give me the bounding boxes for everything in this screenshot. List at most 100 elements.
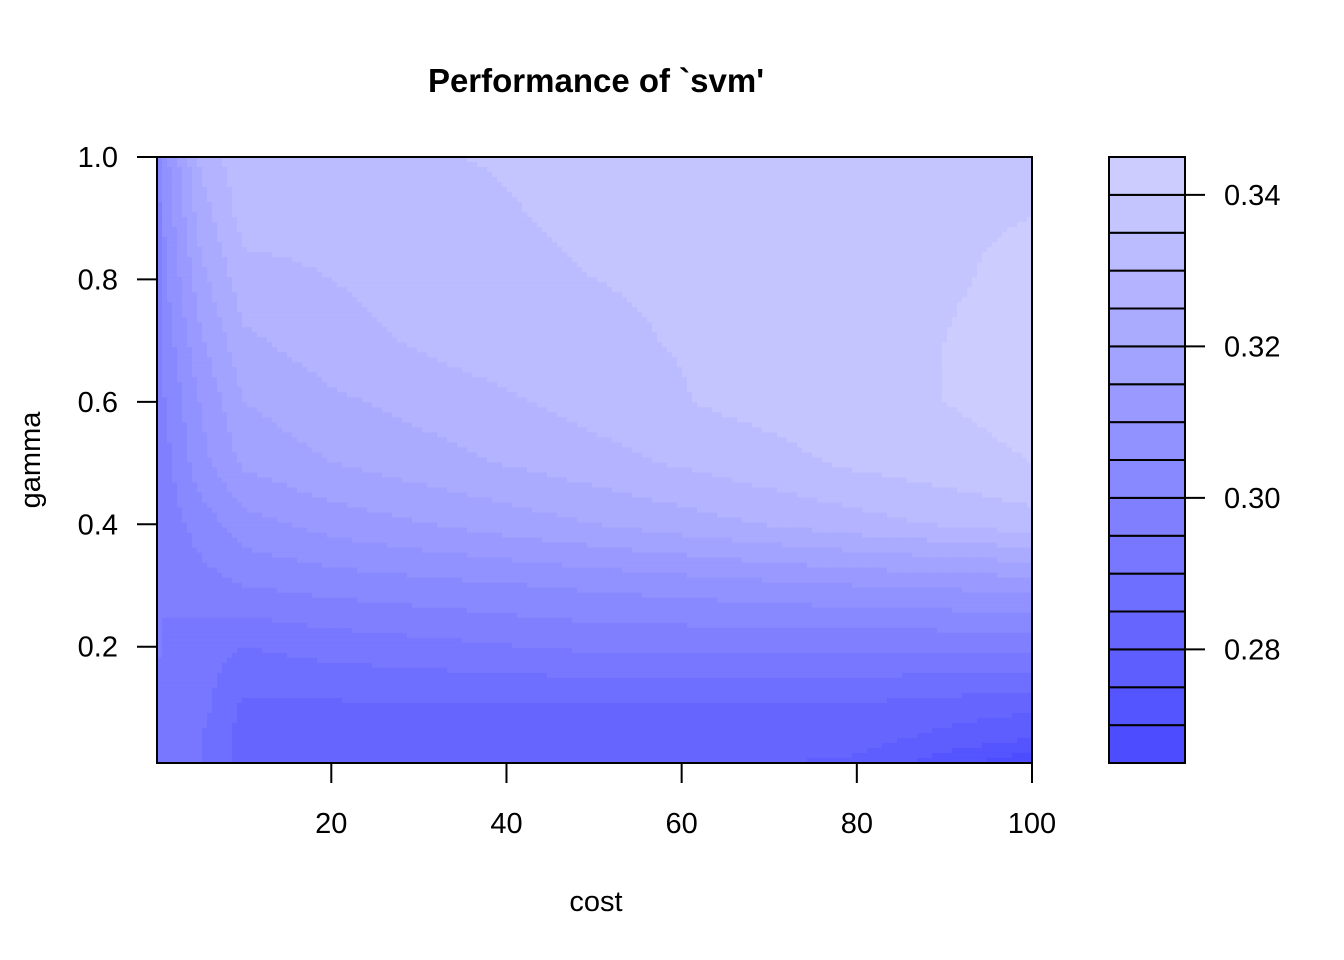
contour-cell	[477, 282, 483, 288]
contour-cell	[202, 182, 208, 188]
contour-cell	[252, 227, 258, 233]
contour-cell	[597, 272, 603, 278]
contour-cell	[452, 297, 458, 303]
contour-cell	[337, 237, 343, 243]
contour-cell	[522, 297, 528, 303]
contour-cell	[312, 292, 318, 298]
contour-cell	[1027, 237, 1033, 243]
contour-cell	[237, 207, 243, 213]
contour-cell	[207, 222, 213, 228]
contour-cell	[282, 217, 288, 223]
contour-cell	[397, 227, 403, 233]
contour-cell	[492, 262, 498, 268]
contour-cell	[907, 277, 913, 283]
contour-cell	[407, 167, 413, 173]
contour-cell	[612, 222, 618, 228]
contour-cell	[802, 277, 808, 283]
contour-cell	[342, 182, 348, 188]
contour-cell	[817, 217, 823, 223]
contour-cell	[877, 272, 883, 278]
contour-cell	[862, 257, 868, 263]
contour-cell	[292, 227, 298, 233]
contour-cell	[422, 187, 428, 193]
contour-cell	[687, 192, 693, 198]
contour-cell	[467, 197, 473, 203]
contour-cell	[602, 237, 608, 243]
contour-cell	[267, 192, 273, 198]
contour-cell	[352, 247, 358, 253]
contour-cell	[272, 287, 278, 293]
contour-cell	[297, 252, 303, 258]
contour-cell	[857, 242, 863, 248]
contour-cell	[777, 217, 783, 223]
contour-cell	[202, 282, 208, 288]
contour-cell	[587, 252, 593, 258]
contour-cell	[272, 232, 278, 238]
contour-cell	[672, 192, 678, 198]
contour-cell	[472, 232, 478, 238]
contour-cell	[1027, 292, 1033, 298]
contour-cell	[732, 182, 738, 188]
contour-cell	[497, 197, 503, 203]
contour-cell	[942, 207, 948, 213]
contour-cell	[327, 172, 333, 178]
contour-cell	[1027, 217, 1033, 223]
contour-cell	[692, 252, 698, 258]
contour-cell	[252, 187, 258, 193]
contour-cell	[157, 162, 163, 168]
contour-cell	[607, 162, 613, 168]
contour-cell	[157, 287, 163, 293]
contour-cell	[732, 262, 738, 268]
contour-cell	[1027, 162, 1033, 168]
contour-cell	[352, 182, 358, 188]
contour-cell	[1027, 232, 1033, 238]
contour-cell	[1027, 192, 1033, 198]
contour-cell	[802, 202, 808, 208]
contour-cell	[777, 222, 783, 228]
contour-cell	[657, 167, 663, 173]
contour-cell	[632, 192, 638, 198]
contour-cell	[822, 182, 828, 188]
contour-cell	[742, 192, 748, 198]
contour-cell	[217, 182, 223, 188]
contour-cell	[332, 212, 338, 218]
contour-cell	[857, 277, 863, 283]
contour-cell	[1012, 232, 1018, 238]
contour-cell	[627, 212, 633, 218]
contour-cell	[322, 217, 328, 223]
contour-cell	[902, 247, 908, 253]
contour-cell	[837, 202, 843, 208]
contour-cell	[817, 187, 823, 193]
contour-cell	[322, 252, 328, 258]
contour-cell	[567, 202, 573, 208]
contour-cell	[407, 267, 413, 273]
contour-cell	[577, 227, 583, 233]
contour-cell	[627, 292, 633, 298]
contour-cell	[772, 217, 778, 223]
contour-cell	[232, 237, 238, 243]
contour-cell	[602, 162, 608, 168]
contour-cell	[542, 277, 548, 283]
contour-cell	[487, 252, 493, 258]
contour-cell	[932, 217, 938, 223]
contour-cell	[807, 247, 813, 253]
contour-cell	[567, 287, 573, 293]
contour-cell	[762, 197, 768, 203]
contour-cell	[332, 272, 338, 278]
contour-cell	[812, 287, 818, 293]
contour-cell	[247, 242, 253, 248]
contour-cell	[992, 242, 998, 248]
contour-cell	[842, 237, 848, 243]
contour-cell	[207, 277, 213, 283]
contour-cell	[182, 247, 188, 253]
contour-cell	[432, 297, 438, 303]
contour-cell	[592, 162, 598, 168]
contour-cell	[947, 262, 953, 268]
contour-cell	[947, 247, 953, 253]
contour-cell	[172, 282, 178, 288]
contour-cell	[312, 167, 318, 173]
contour-cell	[967, 247, 973, 253]
contour-cell	[667, 272, 673, 278]
contour-cell	[822, 207, 828, 213]
contour-cell	[732, 162, 738, 168]
